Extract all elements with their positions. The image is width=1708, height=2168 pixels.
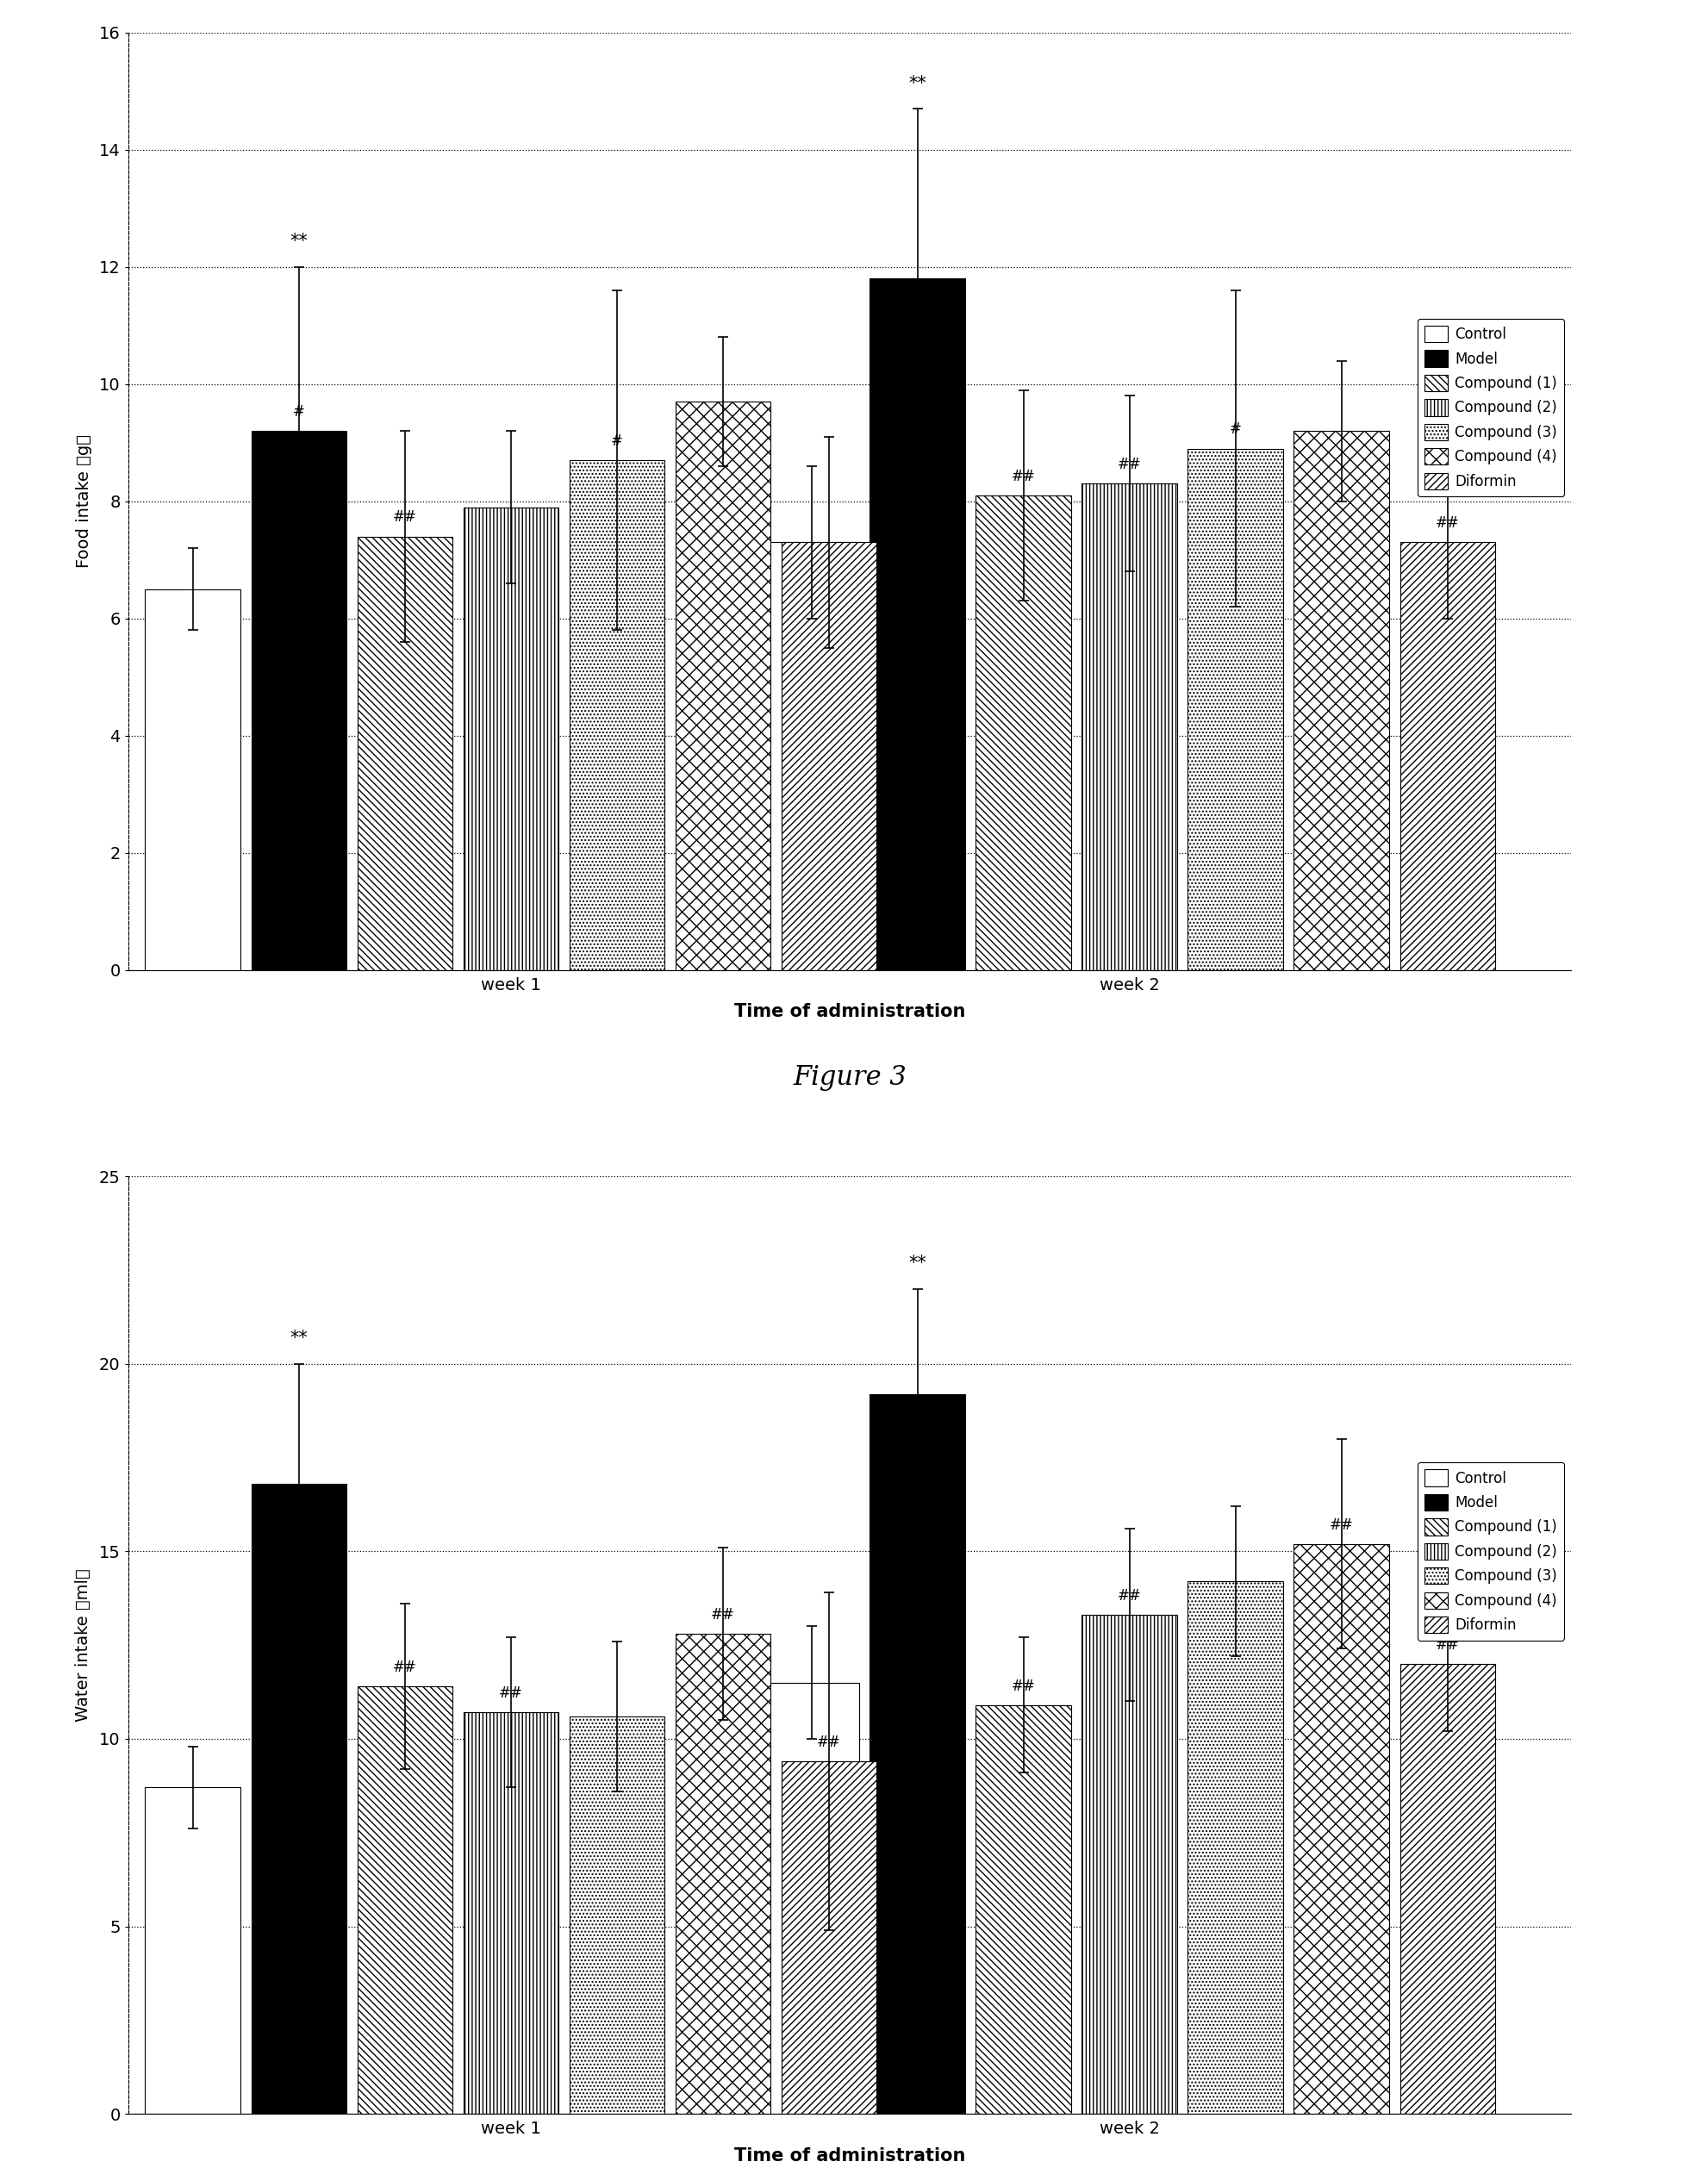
Y-axis label: Food intake （g）: Food intake （g） (75, 434, 92, 568)
Bar (675, 1635, 770, 2114)
Bar (251, 1483, 347, 2114)
Text: **: ** (909, 74, 926, 91)
Bar (869, 280, 965, 969)
Bar (1295, 431, 1389, 969)
Bar (675, 401, 770, 969)
X-axis label: Time of administration: Time of administration (734, 1004, 965, 1021)
Bar (251, 431, 347, 969)
Text: Figure 3: Figure 3 (793, 1064, 907, 1091)
Text: **: ** (909, 1255, 926, 1273)
Text: ##: ## (1117, 457, 1141, 473)
Bar (1187, 1580, 1283, 2114)
Text: #: # (1230, 423, 1242, 438)
Bar (1187, 449, 1283, 969)
Bar (569, 460, 664, 969)
Bar (1295, 1544, 1389, 2114)
Bar (145, 1789, 241, 2114)
Text: ##: ## (1436, 516, 1460, 531)
X-axis label: Time of administration: Time of administration (734, 2146, 965, 2164)
Text: ##: ## (499, 1687, 523, 1702)
Bar (781, 1760, 876, 2114)
Bar (463, 1713, 559, 2114)
Y-axis label: Water intake （ml）: Water intake （ml） (75, 1567, 92, 1721)
Text: **: ** (290, 232, 307, 249)
Text: #: # (294, 403, 306, 421)
Bar (781, 542, 876, 969)
Text: #: # (611, 434, 623, 449)
Bar (975, 1704, 1071, 2114)
Bar (357, 535, 453, 969)
Text: ##: ## (1329, 1518, 1353, 1533)
Text: **: ** (290, 1329, 307, 1346)
Text: ##: ## (711, 1606, 734, 1622)
Text: ##: ## (1011, 1678, 1035, 1693)
Bar (1401, 1663, 1496, 2114)
Legend: Control, Model, Compound (1), Compound (2), Compound (3), Compound (4), Diformin: Control, Model, Compound (1), Compound (… (1418, 1463, 1565, 1641)
Text: ##: ## (1011, 468, 1035, 483)
Bar (1081, 1615, 1177, 2114)
Bar (463, 507, 559, 969)
Bar (1401, 542, 1496, 969)
Bar (357, 1687, 453, 2114)
Bar (975, 496, 1071, 969)
Text: ##: ## (393, 1659, 417, 1676)
Text: ##: ## (816, 1734, 840, 1750)
Bar (145, 590, 241, 969)
Text: ##: ## (1117, 1589, 1141, 1604)
Bar (1081, 483, 1177, 969)
Bar (569, 1717, 664, 2114)
Text: ##: ## (393, 509, 417, 525)
Text: ##: ## (1436, 1637, 1460, 1652)
Bar (763, 542, 859, 969)
Legend: Control, Model, Compound (1), Compound (2), Compound (3), Compound (4), Diformin: Control, Model, Compound (1), Compound (… (1418, 319, 1565, 496)
Bar (763, 1682, 859, 2114)
Bar (869, 1394, 965, 2114)
